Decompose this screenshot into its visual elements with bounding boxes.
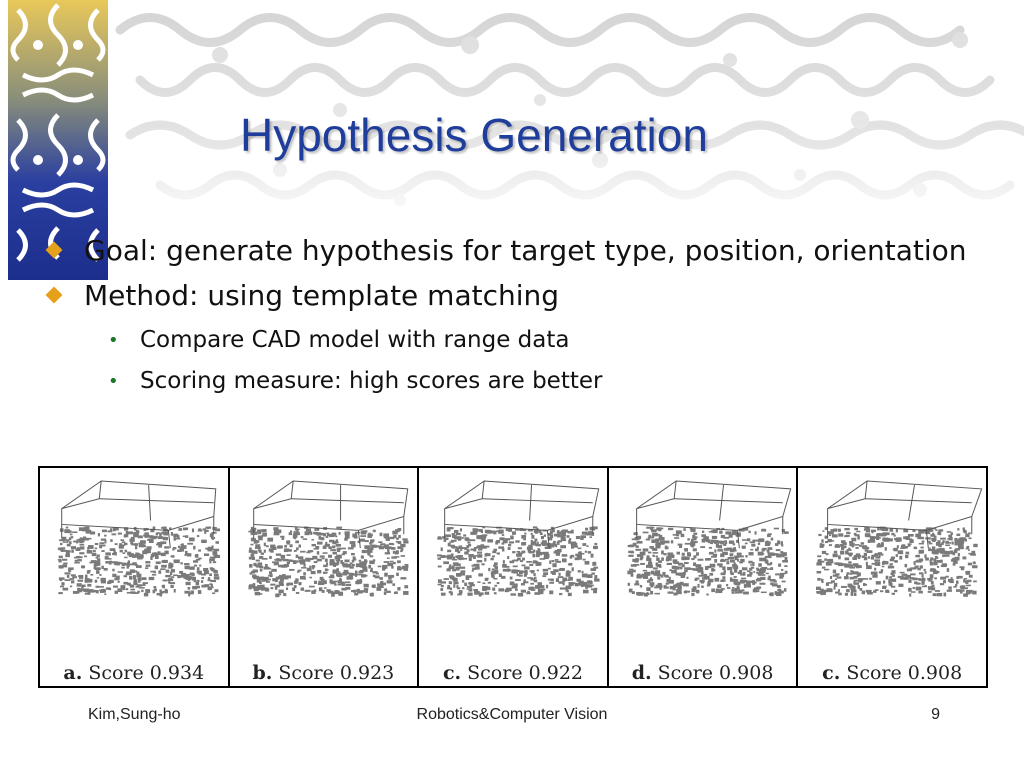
hypothesis-panel: b. Score 0.923 — [230, 468, 420, 686]
decorative-pattern-strip — [8, 0, 108, 280]
hypothesis-figure-strip: a. Score 0.934 b. Score 0.923 c. Score 0.92… — [38, 466, 988, 688]
bullet-text: Goal: generate hypothesis for target typ… — [84, 234, 967, 267]
score-caption: a. Score 0.934 — [63, 662, 205, 684]
dot-bullet-icon: • — [108, 371, 119, 392]
footer-author: Kim,Sung-ho — [88, 706, 181, 723]
dot-bullet-icon: • — [108, 330, 119, 351]
hypothesis-panel: d. Score 0.908 — [609, 468, 799, 686]
score-caption: b. Score 0.923 — [252, 662, 395, 684]
sub-bullet-compare: • Compare CAD model with range data — [48, 320, 978, 361]
sub-bullet-scoring: • Scoring measure: high scores are bette… — [48, 361, 978, 402]
range-data-plot — [437, 480, 600, 597]
range-data-plot — [57, 480, 221, 597]
sub-bullet-text: Compare CAD model with range data — [140, 327, 570, 353]
bullet-goal: Goal: generate hypothesis for target typ… — [45, 230, 978, 271]
score-caption: c. Score 0.908 — [822, 662, 963, 684]
range-data-plot — [627, 480, 792, 597]
hypothesis-panel: c. Score 0.922 — [419, 468, 609, 686]
hypothesis-panel: c. Score 0.908 — [798, 468, 986, 686]
background-fade — [0, 0, 1024, 240]
range-data-plot — [816, 480, 983, 597]
diamond-bullet-icon — [45, 241, 63, 259]
bullet-method: Method: using template matching — [45, 275, 978, 316]
sub-bullet-text: Scoring measure: high scores are better — [140, 368, 603, 394]
slide-title: Hypothesis Generation — [240, 109, 708, 161]
score-caption: d. Score 0.908 — [631, 662, 774, 684]
hypothesis-panel: a. Score 0.934 — [40, 468, 230, 686]
footer-page-number: 9 — [931, 706, 940, 723]
range-data-plot — [247, 480, 409, 598]
score-caption: c. Score 0.922 — [442, 662, 583, 684]
bullet-list: Goal: generate hypothesis for target typ… — [45, 230, 978, 402]
bullet-text: Method: using template matching — [84, 279, 560, 312]
diamond-bullet-icon — [45, 286, 63, 304]
footer-course: Robotics&Computer Vision — [416, 706, 608, 723]
